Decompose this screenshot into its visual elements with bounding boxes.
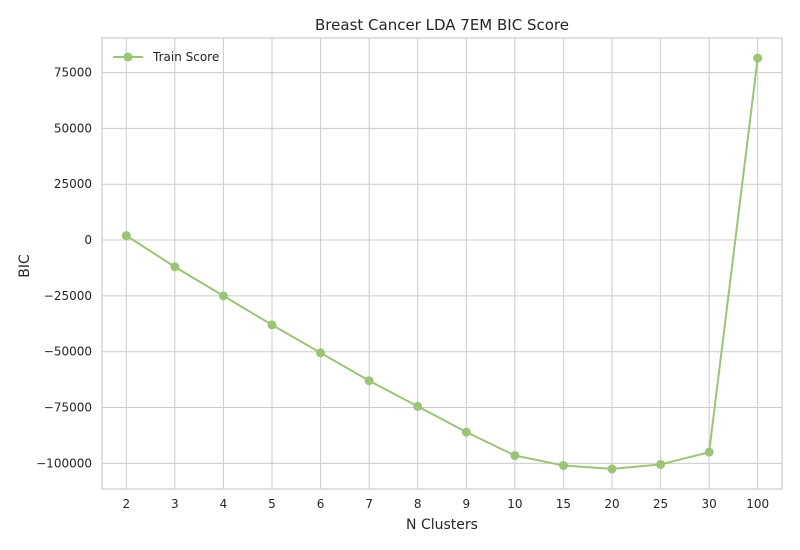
train-score-points [121, 53, 763, 474]
x-tick-label: 100 [746, 497, 769, 511]
x-axis-label: N Clusters [406, 517, 478, 533]
y-tick-label: −75000 [44, 401, 92, 415]
y-axis-label: BIC [17, 254, 33, 278]
data-point [753, 53, 763, 63]
x-tick-label: 30 [702, 497, 717, 511]
x-tick-label: 2 [122, 497, 130, 511]
y-tick-label: 25000 [54, 177, 92, 191]
x-tick-label: 8 [414, 497, 422, 511]
data-point [121, 231, 131, 241]
data-point [558, 461, 568, 471]
data-point [607, 464, 617, 474]
x-tick-label: 6 [317, 497, 325, 511]
data-point [316, 348, 326, 358]
legend-label-train-score: Train Score [152, 50, 219, 64]
data-point [413, 401, 423, 411]
grid-layer [102, 38, 782, 489]
data-point [170, 262, 180, 272]
y-tick-label: 75000 [54, 66, 92, 80]
y-tick-labels: −100000 −75000 −50000 −25000 0 25000 50000 7500… [36, 66, 92, 471]
x-tick-label: 10 [507, 497, 522, 511]
x-tick-label: 25 [653, 497, 668, 511]
legend-marker-swatch [123, 52, 133, 62]
x-tick-label: 3 [171, 497, 179, 511]
chart-title: Breast Cancer LDA 7EM BIC Score [315, 16, 569, 34]
y-tick-label: 50000 [54, 121, 92, 135]
x-tick-label: 9 [462, 497, 470, 511]
data-point [656, 459, 666, 469]
x-tick-label: 4 [220, 497, 228, 511]
x-tick-label: 7 [365, 497, 373, 511]
data-point [218, 291, 228, 301]
y-tick-label: 0 [84, 233, 92, 247]
x-tick-labels: 2 3 4 5 6 7 8 9 10 15 20 25 30 100 [122, 497, 769, 511]
y-tick-label: −25000 [44, 289, 92, 303]
y-tick-label: −50000 [44, 345, 92, 359]
legend: Train Score [113, 50, 219, 64]
x-tick-label: 5 [268, 497, 276, 511]
y-tick-label: −100000 [36, 456, 92, 470]
plot-frame [101, 37, 783, 490]
train-score-line [125, 57, 759, 470]
x-tick-label: 15 [556, 497, 571, 511]
data-point [510, 451, 520, 461]
data-point [704, 447, 714, 457]
data-point [364, 376, 374, 386]
x-tick-label: 20 [604, 497, 619, 511]
data-point [267, 320, 277, 330]
data-point [461, 427, 471, 437]
